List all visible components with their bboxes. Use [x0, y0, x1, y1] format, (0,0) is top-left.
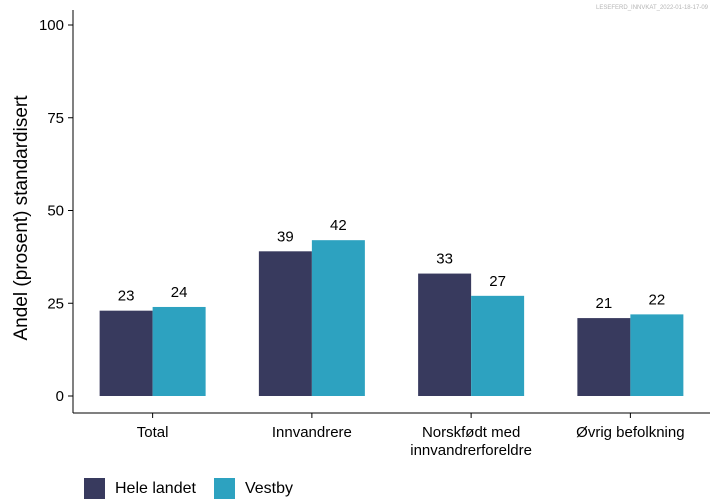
x-tick-label: innvandrerforeldre: [410, 442, 532, 459]
bar-value-label: 27: [489, 273, 506, 290]
y-tick-label: 25: [47, 295, 64, 312]
bar-vestby: [471, 295, 525, 396]
y-ticks-group: 0 25 50 75 100: [39, 17, 73, 405]
bar-hele-landet: [99, 310, 153, 396]
bar-value-label: 22: [649, 291, 666, 308]
y-tick-label: 50: [47, 203, 64, 220]
legend-item-hele-landet: Hele landet: [84, 478, 196, 499]
y-tick-label: 0: [56, 388, 64, 405]
value-labels-group: 23 24 39 42 33 27 21 22: [118, 217, 665, 312]
chart-stamp: LESEFERD_INNVKAT_2022-01-18-17-09: [596, 5, 709, 11]
x-tick-label: Øvrig befolkning: [576, 424, 684, 441]
legend-label-vestby: Vestby: [244, 479, 293, 497]
x-ticks-group: Total Innvandrere Norskfødt medinnvandrerf…: [137, 413, 685, 459]
x-tick-label: Innvandrere: [272, 424, 352, 441]
bar-value-label: 21: [596, 295, 613, 312]
bar-value-label: 39: [277, 228, 294, 245]
bar-value-label: 24: [171, 284, 188, 301]
bar-value-label: 42: [330, 217, 347, 234]
x-tick-label: Total: [137, 424, 169, 441]
y-tick-label: 75: [47, 110, 64, 127]
legend: Hele landet Vestby: [84, 478, 311, 499]
bar-value-label: 23: [118, 288, 135, 305]
bar-vestby: [311, 240, 365, 396]
bar-hele-landet: [418, 273, 472, 396]
legend-swatch-vestby: [213, 478, 235, 499]
bar-hele-landet: [577, 318, 631, 396]
bar-value-label: 33: [436, 251, 453, 268]
bar-vestby: [630, 314, 684, 396]
bars-group: [99, 240, 684, 396]
y-axis-label: Andel (prosent) standardisert: [11, 95, 32, 341]
legend-swatch-hele-landet: [84, 478, 105, 499]
legend-label-hele-landet: Hele landet: [115, 479, 196, 497]
bar-vestby: [152, 306, 206, 396]
x-tick-label: Norskfødt med: [422, 424, 520, 441]
bar-hele-landet: [258, 251, 312, 396]
y-tick-label: 100: [39, 17, 64, 34]
legend-item-vestby: Vestby: [213, 478, 293, 499]
